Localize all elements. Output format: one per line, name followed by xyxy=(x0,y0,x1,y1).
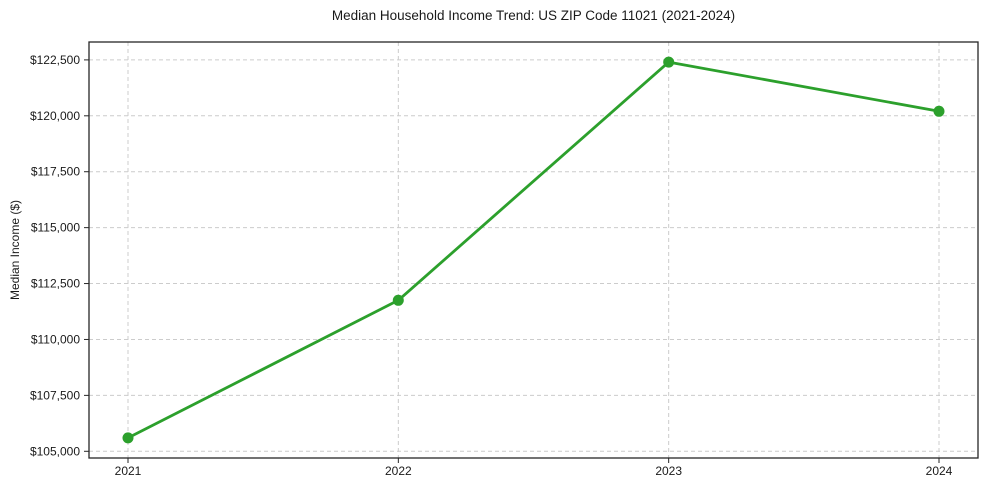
y-tick-label: $107,500 xyxy=(30,388,80,402)
x-tick-label: 2021 xyxy=(115,464,142,478)
x-tick-label: 2023 xyxy=(655,464,682,478)
y-tick-label: $122,500 xyxy=(30,53,80,67)
data-point xyxy=(392,294,404,306)
y-tick-label: $115,000 xyxy=(31,221,80,235)
x-tick-label: 2022 xyxy=(385,464,412,478)
x-tick-label: 2024 xyxy=(926,464,953,478)
data-point xyxy=(122,432,134,444)
plot-border xyxy=(88,41,979,459)
y-tick-label: $117,500 xyxy=(31,165,80,179)
chart-title: Median Household Income Trend: US ZIP Co… xyxy=(331,8,736,23)
y-tick-label: $110,000 xyxy=(31,332,80,346)
data-point xyxy=(933,105,945,117)
trend-line xyxy=(126,60,941,440)
y-tick-label: $105,000 xyxy=(30,444,80,458)
y-tick-label: $112,500 xyxy=(31,277,80,291)
data-point xyxy=(663,56,675,68)
y-tick-label: $120,000 xyxy=(30,109,80,123)
